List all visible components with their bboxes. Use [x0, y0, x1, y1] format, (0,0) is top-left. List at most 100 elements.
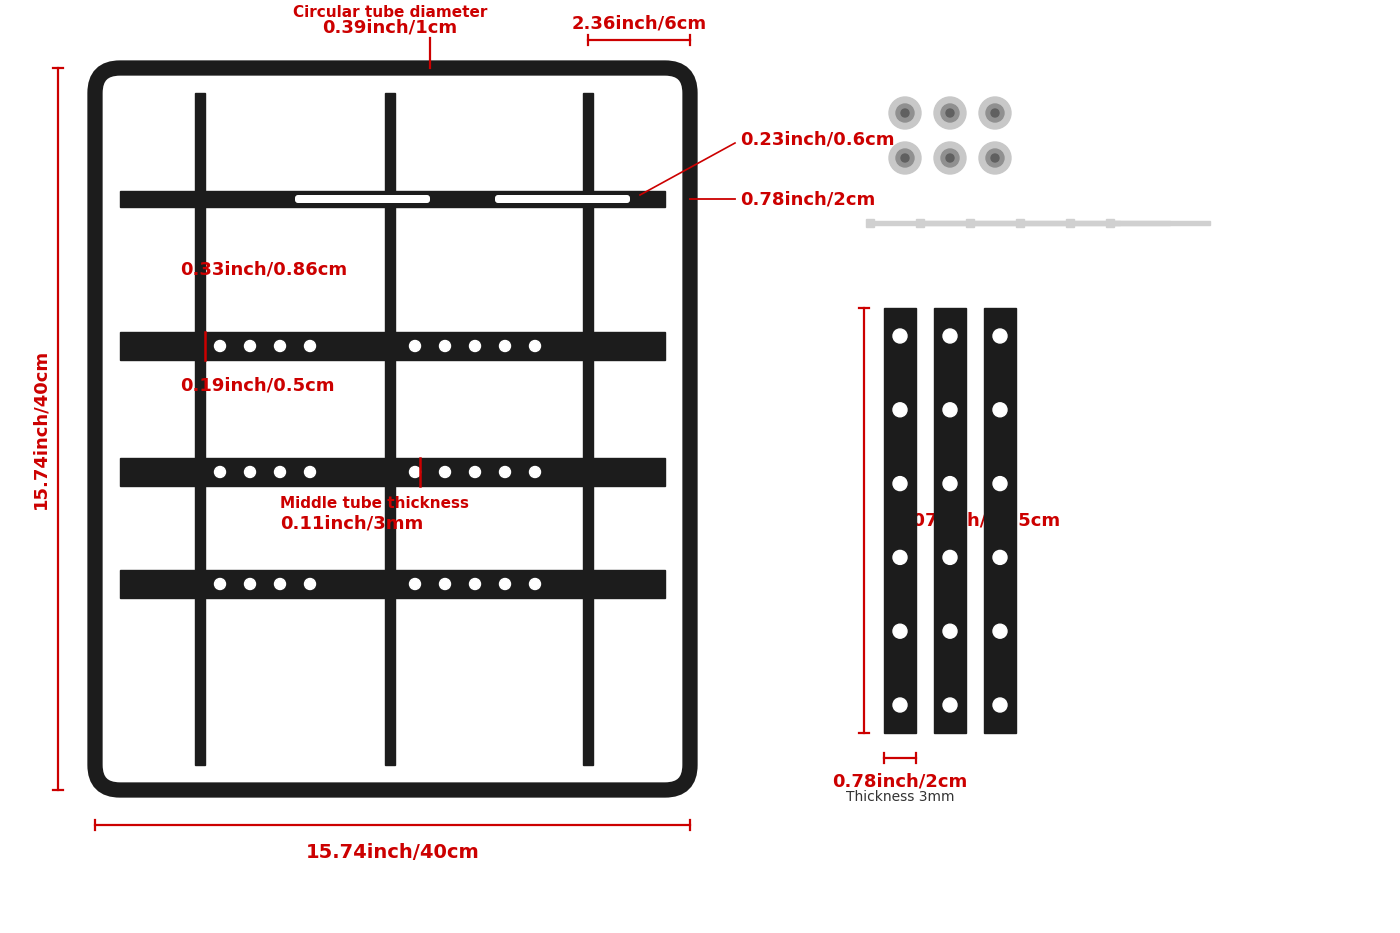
Circle shape [469, 341, 480, 352]
Bar [1016, 219, 1023, 227]
Circle shape [944, 624, 958, 638]
Text: 0.78inch/2cm: 0.78inch/2cm [741, 190, 875, 208]
Circle shape [991, 109, 1000, 117]
Circle shape [944, 329, 958, 343]
Circle shape [993, 550, 1007, 564]
Bar [920, 221, 1021, 225]
Text: 0.78inch/2cm: 0.78inch/2cm [833, 772, 967, 790]
Circle shape [944, 477, 958, 491]
Bar [120, 191, 665, 207]
Circle shape [986, 149, 1004, 167]
Text: 15.74inch/40cm: 15.74inch/40cm [305, 843, 479, 862]
Circle shape [305, 466, 315, 478]
Circle shape [944, 403, 958, 417]
Text: 0.19inch/0.5cm: 0.19inch/0.5cm [181, 376, 335, 394]
FancyBboxPatch shape [295, 195, 430, 203]
Bar [970, 221, 1070, 225]
Circle shape [893, 624, 907, 638]
Circle shape [305, 578, 315, 590]
Bar [195, 93, 204, 765]
Text: 8.07inch/20.5cm: 8.07inch/20.5cm [895, 511, 1061, 530]
Circle shape [245, 578, 255, 590]
Circle shape [409, 578, 420, 590]
Bar [1021, 221, 1120, 225]
Circle shape [902, 109, 909, 117]
Circle shape [893, 403, 907, 417]
Bar [582, 93, 594, 765]
Circle shape [893, 329, 907, 343]
Circle shape [896, 104, 914, 122]
Circle shape [469, 578, 480, 590]
Bar [966, 219, 974, 227]
Text: 0.33inch/0.86cm: 0.33inch/0.86cm [181, 260, 347, 278]
Circle shape [274, 578, 286, 590]
Circle shape [245, 341, 255, 352]
Text: 0.39inch/1cm: 0.39inch/1cm [322, 18, 458, 36]
Circle shape [979, 97, 1011, 129]
Circle shape [944, 550, 958, 564]
Circle shape [946, 154, 953, 162]
Circle shape [214, 341, 225, 352]
Circle shape [946, 109, 953, 117]
Circle shape [214, 466, 225, 478]
Circle shape [893, 477, 907, 491]
Circle shape [993, 477, 1007, 491]
Circle shape [274, 466, 286, 478]
Circle shape [979, 142, 1011, 174]
Bar [385, 93, 395, 765]
Circle shape [889, 97, 921, 129]
Bar [1065, 219, 1074, 227]
Bar [984, 308, 1016, 733]
Bar [934, 308, 966, 733]
Circle shape [902, 154, 909, 162]
Circle shape [993, 329, 1007, 343]
Circle shape [500, 341, 511, 352]
Circle shape [993, 698, 1007, 712]
Circle shape [529, 578, 540, 590]
Bar [883, 308, 916, 733]
Circle shape [274, 341, 286, 352]
Circle shape [305, 341, 315, 352]
Text: 2.36inch/6cm: 2.36inch/6cm [571, 14, 707, 32]
Circle shape [993, 403, 1007, 417]
Circle shape [214, 578, 225, 590]
Bar [916, 219, 924, 227]
Bar [1070, 221, 1170, 225]
Circle shape [440, 466, 451, 478]
Bar [867, 219, 874, 227]
Circle shape [440, 341, 451, 352]
Text: Middle tube thickness: Middle tube thickness [280, 496, 469, 511]
Circle shape [934, 142, 966, 174]
Circle shape [529, 341, 540, 352]
Text: 0.11inch/3mm: 0.11inch/3mm [280, 515, 423, 533]
Circle shape [893, 698, 907, 712]
Text: Circular tube diameter: Circular tube diameter [293, 5, 487, 20]
Circle shape [941, 104, 959, 122]
Circle shape [409, 466, 420, 478]
Circle shape [469, 466, 480, 478]
Bar [120, 570, 665, 598]
Bar [120, 458, 665, 486]
Bar [1106, 219, 1114, 227]
Circle shape [944, 698, 958, 712]
Circle shape [245, 466, 255, 478]
Text: 15.74inch/40cm: 15.74inch/40cm [31, 349, 49, 509]
Circle shape [993, 624, 1007, 638]
Circle shape [529, 466, 540, 478]
Text: Thickness 3mm: Thickness 3mm [846, 790, 955, 804]
Circle shape [941, 149, 959, 167]
Circle shape [896, 149, 914, 167]
Circle shape [500, 578, 511, 590]
Circle shape [991, 154, 1000, 162]
Bar [869, 221, 970, 225]
Circle shape [889, 142, 921, 174]
Circle shape [893, 550, 907, 564]
Circle shape [934, 97, 966, 129]
Bar [120, 332, 665, 360]
FancyBboxPatch shape [496, 195, 630, 203]
Circle shape [440, 578, 451, 590]
Circle shape [500, 466, 511, 478]
Bar [1110, 221, 1210, 225]
Text: 0.23inch/0.6cm: 0.23inch/0.6cm [741, 130, 895, 148]
Circle shape [986, 104, 1004, 122]
